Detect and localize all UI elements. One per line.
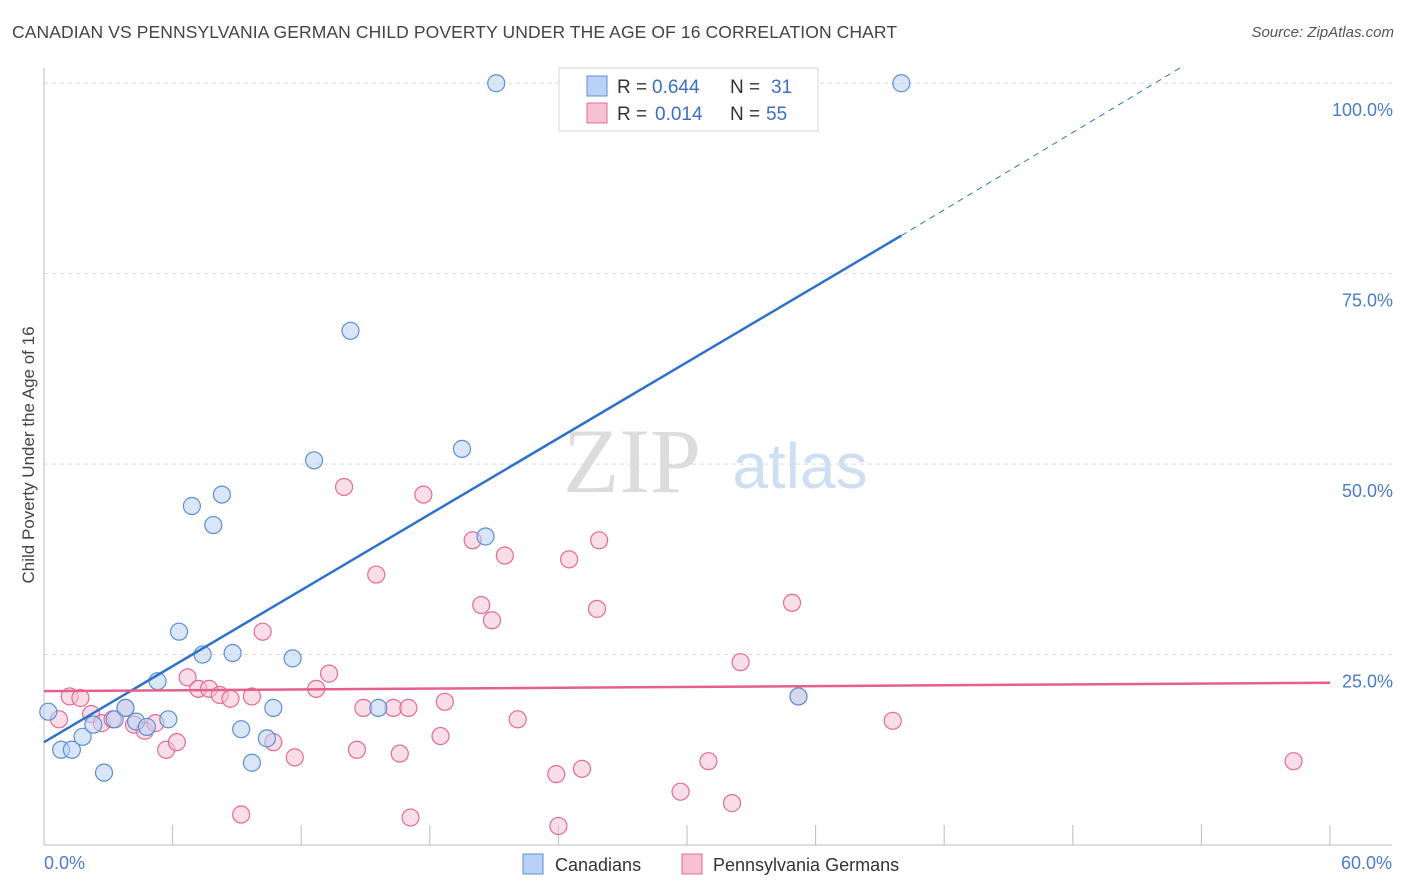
data-point [722, 794, 742, 813]
data-point [476, 527, 495, 546]
data-point [221, 689, 240, 708]
data-point [204, 515, 223, 535]
x-tick-label-max: 60.0% [1341, 853, 1392, 873]
source-credit: Source: ZipAtlas.com [1251, 24, 1394, 41]
chart-title: CANADIAN VS PENNSYLVANIA GERMAN CHILD PO… [12, 22, 898, 42]
data-point [390, 744, 409, 763]
series-canadians [39, 74, 911, 782]
data-point [699, 752, 718, 771]
legend-canadians-swatch [522, 853, 544, 875]
data-point [169, 622, 189, 641]
data-point [242, 687, 262, 706]
data-point [671, 782, 690, 801]
data-point [94, 763, 114, 782]
data-point [232, 720, 251, 739]
pennsylvania-germans-r-label: R = [617, 104, 647, 125]
data-point [39, 702, 58, 721]
data-point [549, 816, 568, 836]
data-point [482, 611, 502, 630]
data-point [508, 710, 527, 729]
data-point [223, 643, 242, 663]
y-axis-label: Child Poverty Under the Age of 16 [19, 326, 38, 583]
data-point [178, 668, 197, 687]
series-legend: Canadians Pennsylvania Germans [522, 853, 899, 875]
data-point [347, 740, 367, 759]
pennsylvania-germans-swatch [586, 102, 608, 124]
y-tick-labels: 25.0% 50.0% 75.0% 100.0% [1332, 100, 1393, 691]
pennsylvania-germans-n-label: N = [730, 104, 760, 125]
data-point [283, 649, 302, 668]
data-point [401, 808, 420, 827]
data-point [495, 546, 514, 565]
watermark-atlas: atlas [732, 430, 867, 502]
canadians-r-label: R = [617, 77, 647, 98]
watermark-zip: ZIP [563, 410, 701, 512]
data-point [167, 733, 186, 752]
data-point [587, 599, 607, 618]
data-point [369, 698, 388, 717]
y-tick-label-50: 50.0% [1342, 481, 1393, 501]
canadians-swatch [586, 75, 608, 97]
y-tick-label-25: 25.0% [1342, 672, 1393, 692]
data-point [431, 726, 450, 746]
data-point [883, 711, 902, 730]
x-tick-label-min: 0.0% [44, 853, 85, 873]
legend-canadians-label: Canadians [555, 855, 641, 875]
data-point [367, 565, 386, 584]
canadians-n-value: 31 [771, 77, 792, 98]
data-point [435, 692, 454, 711]
data-point [159, 710, 178, 729]
data-point [264, 698, 283, 717]
data-point [116, 698, 135, 717]
legend-pennsylvania-germans-label: Pennsylvania Germans [713, 855, 899, 875]
grid-lines [44, 82, 1392, 656]
trend-lines [43, 67, 1331, 744]
data-point [232, 805, 251, 824]
pennsylvania-germans-trend-line [43, 681, 1331, 693]
data-point [560, 550, 579, 569]
legend-pennsylvania-germans-swatch [681, 853, 703, 875]
data-point [71, 688, 90, 708]
data-point [62, 740, 81, 759]
data-point [304, 451, 324, 470]
data-point [105, 710, 124, 729]
data-point [257, 729, 277, 748]
data-point [285, 748, 304, 767]
data-point [334, 477, 354, 497]
data-point [472, 595, 491, 615]
y-tick-label-100: 100.0% [1332, 100, 1393, 120]
data-point [319, 664, 339, 683]
pennsylvania-germans-n-value: 55 [766, 104, 787, 125]
canadians-r-value: 0.644 [652, 77, 700, 98]
stats-legend: R = 0.644 N = 31 R = 0.014 N = 55 [558, 67, 819, 132]
pennsylvania-germans-r-value: 0.014 [655, 104, 703, 125]
data-point [1284, 752, 1303, 771]
data-point [487, 74, 506, 93]
data-point [892, 74, 911, 93]
data-point [572, 759, 592, 778]
canadians-trend-line [43, 234, 902, 744]
data-point [789, 687, 808, 706]
data-point [242, 753, 262, 772]
data-point [547, 765, 566, 784]
canadians-n-label: N = [730, 77, 760, 98]
data-point [341, 321, 360, 340]
canadians-trend-extension [901, 67, 1181, 237]
data-point [731, 653, 750, 672]
watermark: ZIP atlas [563, 410, 868, 512]
data-point [182, 496, 201, 516]
data-point [452, 439, 472, 458]
data-point [137, 717, 156, 737]
data-point [399, 698, 418, 717]
data-point [212, 485, 231, 504]
data-point [73, 727, 92, 746]
data-point [782, 593, 802, 612]
data-point [414, 485, 433, 504]
y-tick-label-75: 75.0% [1342, 291, 1393, 311]
data-point [253, 622, 272, 641]
x-axis-ticks [43, 825, 1331, 845]
data-point [84, 715, 103, 734]
data-point [590, 531, 609, 550]
